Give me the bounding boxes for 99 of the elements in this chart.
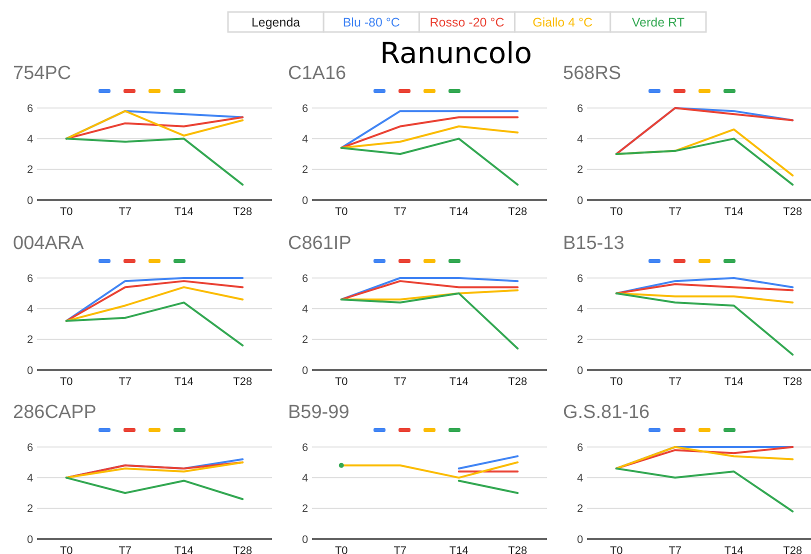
legend-label: Giallo 4 °C [532, 16, 593, 30]
y-tick-label: 2 [576, 503, 584, 516]
y-tick-label: 2 [26, 164, 34, 176]
line-series [340, 292, 519, 350]
y-tick-label: 6 [576, 442, 584, 454]
x-tick-label: T28 [233, 206, 252, 218]
line-series [615, 107, 794, 155]
chart-title: 004ARA [13, 233, 84, 254]
x-tick-label: T28 [508, 206, 528, 218]
y-tick-label: 4 [302, 472, 308, 485]
legend-title: Legenda [251, 16, 300, 30]
x-tick-label: T0 [610, 206, 623, 218]
x-tick-label: T0 [334, 206, 348, 218]
y-tick-label: 2 [26, 503, 34, 516]
x-tick-label: T0 [334, 376, 348, 388]
line-series [615, 292, 794, 356]
chart-title: B59-99 [288, 402, 350, 423]
y-tick-label: 4 [576, 304, 584, 316]
x-tick-label: T28 [508, 376, 528, 388]
chart-title: 568RS [563, 63, 622, 84]
y-tick-label: 2 [26, 334, 34, 346]
y-tick-label: 4 [26, 472, 34, 485]
y-tick-label: 0 [26, 534, 34, 546]
legend-label: Rosso -20 °C [430, 16, 504, 30]
x-tick-label: T7 [668, 376, 682, 388]
legend-label: Blu -80 °C [342, 16, 400, 30]
y-tick-label: 6 [576, 272, 584, 285]
y-tick-label: 6 [302, 442, 308, 454]
legend-label: Verde RT [632, 16, 685, 30]
x-tick-label: T7 [118, 545, 132, 554]
line-series [65, 110, 244, 140]
x-tick-label: T7 [668, 545, 682, 554]
x-tick-label: T28 [233, 545, 252, 554]
x-tick-label: T7 [118, 206, 132, 218]
x-tick-label: T14 [174, 376, 194, 388]
line-series [65, 302, 244, 346]
x-tick-label: T7 [668, 206, 682, 218]
x-tick-label: T0 [60, 545, 73, 554]
x-tick-label: T28 [783, 376, 802, 388]
x-tick-label: T14 [449, 545, 468, 554]
chart-title: 754PC [13, 63, 72, 84]
y-tick-label: 4 [302, 134, 308, 146]
x-tick-label: T7 [394, 206, 407, 218]
x-tick-label: T0 [610, 376, 623, 388]
x-tick-label: T0 [60, 376, 73, 388]
x-tick-label: T7 [394, 545, 407, 554]
y-tick-label: 4 [576, 472, 584, 485]
x-tick-label: T28 [233, 376, 252, 388]
x-tick-label: T7 [118, 376, 132, 388]
y-tick-label: 0 [26, 364, 34, 377]
line-series [340, 138, 519, 186]
y-tick-label: 2 [576, 334, 584, 346]
line-series [615, 277, 794, 294]
x-tick-label: T0 [334, 545, 348, 554]
y-tick-label: 2 [576, 164, 584, 176]
x-tick-label: T14 [449, 376, 468, 388]
chart-title: B15-13 [563, 233, 624, 254]
x-tick-label: T28 [508, 545, 528, 554]
y-tick-label: 4 [576, 134, 584, 146]
x-tick-label: T0 [610, 545, 623, 554]
x-tick-label: T14 [174, 206, 194, 218]
text: Ranuncolo [380, 36, 532, 70]
x-tick-label: T0 [60, 206, 73, 218]
y-tick-label: 4 [302, 304, 308, 316]
line-series [65, 476, 244, 500]
y-tick-label: 0 [302, 534, 308, 546]
y-tick-label: 6 [26, 272, 34, 285]
y-tick-label: 0 [576, 364, 584, 377]
chart-title: C1A16 [288, 63, 346, 84]
y-tick-label: 6 [302, 102, 308, 115]
line-series [615, 467, 794, 512]
x-tick-label: T14 [449, 206, 468, 218]
chart-title: C861IP [288, 233, 352, 254]
y-tick-label: 0 [302, 364, 308, 377]
x-tick-label: T28 [783, 206, 802, 218]
x-tick-label: T14 [174, 545, 194, 554]
y-tick-label: 6 [576, 102, 584, 115]
y-tick-label: 6 [302, 272, 308, 285]
chart-title: G.S.81-16 [563, 402, 650, 423]
line-series [615, 138, 794, 186]
line-series [615, 283, 794, 294]
line-series [340, 125, 519, 149]
y-tick-label: 0 [576, 534, 584, 546]
y-tick-label: 2 [302, 334, 308, 346]
x-tick-label: T7 [394, 376, 407, 388]
x-tick-label: T14 [724, 545, 744, 554]
y-tick-label: 0 [576, 194, 584, 207]
y-tick-label: 4 [26, 134, 34, 146]
x-tick-label: T14 [724, 376, 744, 388]
y-tick-label: 0 [302, 194, 308, 207]
y-tick-label: 6 [26, 102, 34, 115]
x-tick-label: T28 [783, 545, 802, 554]
y-tick-label: 4 [26, 304, 34, 316]
y-tick-label: 2 [302, 164, 308, 176]
x-tick-label: T14 [724, 206, 744, 218]
y-tick-label: 0 [26, 194, 34, 207]
y-tick-label: 2 [302, 503, 308, 516]
chart-title: 286CAPP [13, 402, 96, 423]
y-tick-label: 6 [26, 442, 34, 454]
